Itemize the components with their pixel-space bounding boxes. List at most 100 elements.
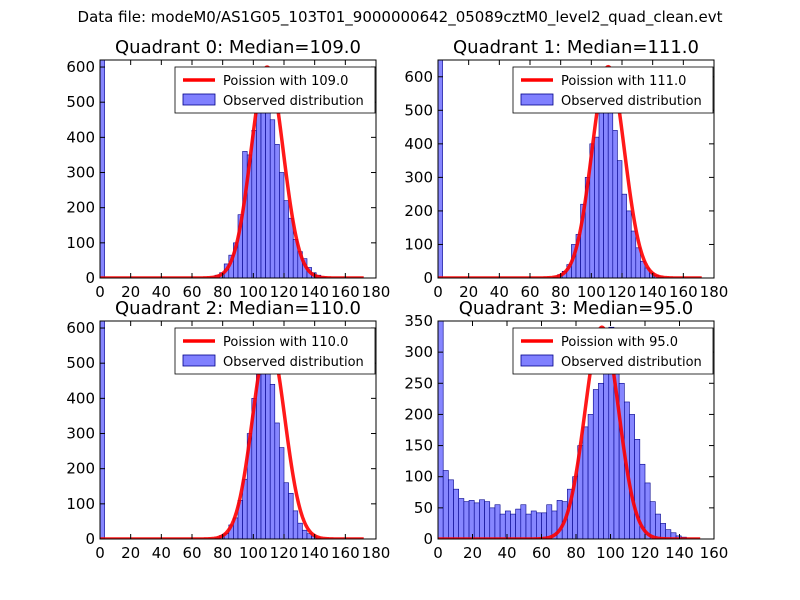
legend-label: Observed distribution	[223, 355, 364, 370]
histogram-bar	[598, 382, 604, 539]
y-tick-label: 250	[404, 374, 433, 392]
histogram-bar	[438, 60, 443, 278]
histogram-bar	[515, 508, 522, 539]
histogram-bar	[510, 513, 516, 539]
histogram-bar	[100, 321, 105, 539]
histogram-bar	[468, 500, 475, 539]
x-tick-label: 60	[520, 283, 539, 301]
y-tick-label: 100	[66, 495, 95, 513]
y-tick-label: 300	[66, 164, 95, 182]
x-tick-label: 180	[700, 283, 729, 301]
legend-bar-swatch	[182, 354, 216, 367]
x-tick-label: 20	[463, 544, 482, 562]
histogram-bar	[655, 513, 661, 539]
legend-label: Observed distribution	[561, 355, 702, 370]
histogram-bar	[587, 414, 594, 539]
x-tick-label: 80	[213, 544, 232, 562]
y-tick-label: 200	[66, 460, 95, 478]
histogram-bar	[592, 389, 599, 539]
histogram-bar	[598, 110, 604, 278]
x-tick-label: 40	[152, 544, 171, 562]
y-tick-label: 600	[66, 58, 95, 76]
poisson-curve	[100, 336, 364, 539]
x-tick-label: 0	[95, 544, 105, 562]
y-tick-label: 100	[66, 234, 95, 252]
histogram-bar	[617, 160, 623, 278]
y-tick-label: 300	[404, 168, 433, 186]
x-tick-label: 20	[121, 544, 140, 562]
plot-area	[438, 321, 701, 539]
histogram-bar	[279, 172, 285, 278]
legend: Poission with 109.0 Observed distribution	[174, 66, 376, 114]
y-tick-label: 0	[85, 530, 95, 548]
x-tick-label: 60	[182, 544, 201, 562]
chart-title: Quadrant 0: Median=109.0	[115, 37, 361, 58]
histogram-bar	[100, 60, 105, 278]
x-tick-label: 120	[270, 544, 299, 562]
x-tick-label: 100	[239, 283, 268, 301]
histogram-bar	[525, 513, 532, 539]
x-tick-label: 100	[239, 544, 268, 562]
histogram-bar	[489, 507, 496, 539]
plot-area	[100, 321, 364, 539]
histogram-bar	[274, 422, 280, 539]
x-tick-label: 20	[459, 283, 478, 301]
x-tick-label: 0	[433, 283, 443, 301]
plot-area	[438, 60, 702, 278]
histogram-bar	[582, 426, 589, 539]
axes-frame	[99, 59, 377, 279]
chart-panel-1: Quadrant 1: Median=111.00 20 40 60 80 100 120 1…	[404, 37, 728, 301]
histogram-bar	[594, 136, 600, 278]
histogram-bar	[274, 144, 280, 278]
histogram-bar	[520, 504, 527, 539]
x-tick-label: 120	[270, 283, 299, 301]
histogram-bar	[603, 345, 610, 539]
x-tick-label: 0	[95, 283, 105, 301]
y-tick-label: 200	[404, 405, 433, 423]
histogram-bar	[546, 504, 553, 539]
legend-label: Observed distribution	[223, 94, 364, 109]
x-tick-label: 180	[362, 544, 391, 562]
histogram-bar	[283, 482, 289, 539]
y-tick-label: 600	[404, 68, 433, 86]
histogram-bar	[660, 523, 667, 539]
y-tick-label: 400	[404, 135, 433, 153]
axes-frame	[99, 320, 377, 540]
histogram-bar	[288, 492, 294, 539]
histogram-bar	[302, 529, 308, 539]
histogram-bar	[629, 414, 635, 539]
poisson-curve	[438, 64, 702, 278]
histogram-bar	[279, 447, 285, 539]
legend-label: Poission with 95.0	[561, 335, 678, 350]
x-tick-label: 160	[700, 544, 729, 562]
x-tick-label: 140	[300, 283, 329, 301]
x-tick-label: 100	[596, 544, 625, 562]
legend-bar-swatch	[182, 93, 216, 106]
legend-bar-swatch	[520, 93, 554, 106]
y-tick-label: 0	[423, 530, 433, 548]
histogram-bar	[438, 321, 444, 539]
histogram-bar	[292, 510, 299, 539]
histogram-bar	[463, 501, 470, 539]
x-tick-label: 80	[566, 544, 585, 562]
histogram-bar	[453, 488, 459, 539]
histogram-bar	[649, 501, 656, 539]
histogram-bar	[256, 98, 262, 278]
histogram-bar	[541, 512, 547, 539]
x-tick-label: 120	[631, 544, 660, 562]
x-tick-label: 180	[362, 283, 391, 301]
x-tick-label: 160	[331, 283, 360, 301]
histogram-bar	[448, 479, 454, 539]
histogram-bar	[536, 512, 542, 539]
histogram-bar	[626, 210, 632, 278]
legend-label: Poission with 109.0	[223, 74, 348, 89]
histogram-bar	[442, 470, 449, 539]
x-tick-label: 140	[638, 283, 667, 301]
plot-area	[100, 60, 364, 278]
x-tick-label: 80	[551, 283, 570, 301]
y-tick-label: 500	[404, 101, 433, 119]
chart-panel-3: Quadrant 3: Median=95.0 0 20 40 60 80 100 120 14…	[404, 298, 728, 562]
histogram-bar	[612, 130, 618, 278]
x-tick-label: 120	[608, 283, 637, 301]
histogram-bar	[265, 91, 271, 278]
